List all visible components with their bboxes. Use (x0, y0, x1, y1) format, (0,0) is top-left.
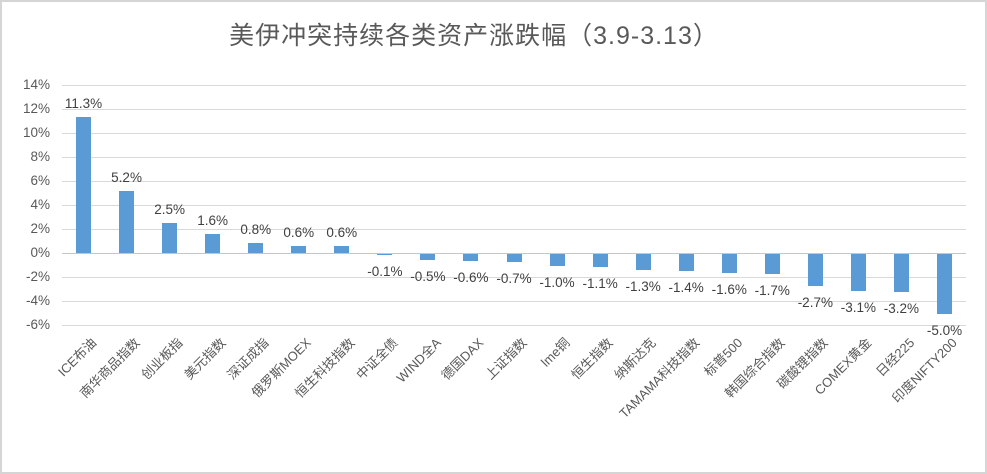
bar (506, 254, 522, 263)
bar-data-label: 2.5% (154, 202, 185, 217)
bar (936, 254, 952, 314)
bar (291, 245, 307, 253)
bar-data-label: -0.5% (410, 269, 446, 284)
y-axis-tick-label: 0% (30, 245, 50, 260)
y-axis-tick-label: 14% (22, 77, 50, 92)
bar-data-label: -3.1% (840, 300, 877, 316)
chart-title: 美伊冲突持续各类资产涨跌幅（3.9-3.13） (229, 22, 719, 50)
x-axis-category-label: 创业板指 (137, 335, 186, 383)
x-axis-category-label: 上证指数 (482, 335, 530, 383)
y-axis-tick-label: -4% (25, 293, 50, 308)
bar-data-label: 0.6% (326, 224, 358, 240)
bar (248, 243, 264, 253)
bar-data-label: 1.6% (197, 212, 229, 228)
bar-data-label: -1.3% (625, 278, 661, 294)
x-axis-category-label: 德国DAX (438, 335, 487, 383)
y-axis-tick-label: 2% (30, 221, 50, 236)
gridline (62, 181, 966, 182)
gridline (62, 253, 966, 254)
y-axis-tick-label: 6% (30, 173, 50, 188)
bar-data-label: -0.7% (496, 271, 532, 287)
y-axis-tick-label: 10% (22, 125, 50, 140)
bar (377, 254, 393, 256)
x-axis-category-label: 美元指数 (180, 335, 229, 383)
bar (721, 254, 737, 274)
bar-data-label: -1.0% (539, 275, 575, 290)
bar-data-label: -0.6% (453, 270, 489, 286)
y-axis-tick-label: 12% (22, 101, 50, 116)
x-axis-category-label: lme铜 (538, 335, 573, 370)
bar (893, 254, 909, 293)
bar (807, 254, 823, 287)
y-axis-tick-label: -2% (25, 269, 50, 284)
bar (850, 254, 866, 292)
bar-data-label: -3.2% (883, 301, 920, 317)
x-axis-category-label: TAMAMA科技指数 (615, 335, 702, 422)
bar-data-label: -1.6% (711, 282, 747, 298)
bar-data-label: -5.0% (926, 323, 963, 338)
gridline (62, 85, 966, 86)
gridline (62, 205, 966, 206)
bar (549, 254, 565, 266)
bar-data-label: -0.1% (367, 264, 403, 280)
bar (119, 190, 135, 253)
y-axis-tick-label: 8% (30, 149, 50, 164)
x-axis-category-label: WIND全A (393, 335, 444, 386)
gridline (62, 325, 966, 326)
bar-data-label: 11.3% (64, 96, 103, 112)
bar-data-label: -1.7% (754, 283, 790, 299)
bar (678, 254, 694, 271)
gridline (62, 229, 966, 230)
y-axis-tick-label: 4% (30, 197, 50, 212)
bar (205, 233, 221, 253)
gridline (62, 109, 966, 110)
gridline (62, 133, 966, 134)
bar (420, 254, 436, 260)
y-axis-tick-label: -6% (25, 317, 50, 332)
bar-data-label: -1.4% (668, 279, 704, 295)
bar (764, 254, 780, 275)
bar (592, 254, 608, 268)
x-axis-category-label: 恒生指数 (568, 335, 616, 383)
gridline (62, 301, 966, 302)
bar (162, 223, 178, 253)
bar-data-label: -2.7% (797, 295, 833, 311)
gridline (62, 157, 966, 158)
bar (463, 254, 479, 262)
bar (76, 117, 92, 253)
bar-data-label: 0.6% (283, 224, 315, 240)
bar-data-label: -1.1% (582, 276, 618, 292)
gridline (62, 277, 966, 278)
bar (334, 245, 350, 253)
bar-data-label: 5.2% (111, 169, 142, 185)
bar (635, 254, 651, 270)
bar-data-label: 0.8% (240, 222, 272, 238)
